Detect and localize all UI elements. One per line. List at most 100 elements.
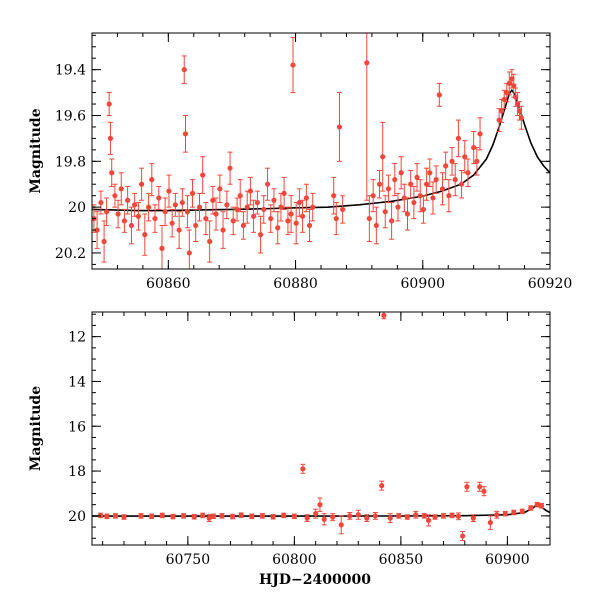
bottom-data-point: [379, 480, 385, 491]
bottom-data-point: [138, 513, 144, 519]
bottom-data-point: [464, 481, 470, 492]
top-data-point: [423, 167, 430, 201]
bottom-data-point: [487, 515, 493, 530]
top-data-point: [237, 179, 243, 213]
bottom-data-point: [321, 513, 327, 526]
top-data-point: [121, 208, 128, 233]
top-data-point: [196, 192, 203, 222]
top-data-point: [169, 208, 175, 238]
bottom-data-point: [538, 503, 545, 509]
top-data-point: [340, 195, 346, 224]
top-data-point: [254, 190, 260, 215]
top-data-point: [370, 179, 376, 213]
bottom-x-tick-label: 60850: [379, 552, 424, 568]
top-data-point: [474, 147, 480, 176]
bottom-data-point: [511, 509, 517, 516]
bottom-data-point: [170, 513, 176, 520]
bottom-data-point: [534, 501, 540, 508]
top-data-point: [104, 197, 110, 226]
bottom-data-point: [317, 497, 323, 512]
top-data-point: [333, 202, 339, 236]
bottom-x-tick-label: 60800: [272, 552, 317, 568]
top-data-point: [436, 82, 442, 107]
top-data-point: [240, 211, 246, 240]
top-data-point: [227, 151, 233, 185]
bottom-data-point: [470, 514, 476, 522]
top-data-point: [288, 195, 294, 233]
top-data-point: [159, 224, 165, 269]
top-data-point: [94, 211, 100, 249]
top-data-point: [290, 37, 296, 94]
top-y-tick-label: 19.6: [55, 108, 86, 124]
bottom-data-point: [200, 512, 206, 519]
top-data-point: [452, 163, 458, 197]
bottom-panel-full-light-curve: 60750 60800 60850 60900 12 14 16 18 20 Magnitude H…: [28, 311, 551, 588]
bottom-data-point: [347, 512, 353, 520]
top-data-point: [380, 121, 386, 192]
bottom-y-tick-label: 14: [68, 374, 86, 390]
top-data-point: [162, 197, 168, 226]
top-data-point: [146, 192, 152, 222]
top-data-point: [128, 206, 135, 245]
top-data-point: [449, 147, 455, 176]
bottom-y-axis-label: Magnitude: [28, 386, 44, 471]
top-data-point: [385, 174, 392, 204]
top-data-point: [303, 183, 309, 213]
bottom-y-tick-label: 12: [68, 330, 86, 346]
top-data-point: [268, 204, 274, 233]
top-data-point: [401, 183, 407, 213]
top-data-point: [310, 192, 316, 222]
bottom-data-point: [381, 312, 387, 320]
bottom-data-point: [206, 514, 212, 522]
top-data-point: [186, 229, 192, 269]
top-y-tick-label: 20: [68, 200, 86, 216]
top-data-point: [398, 156, 404, 190]
bottom-data-point: [372, 512, 378, 520]
top-data-point: [200, 156, 206, 194]
top-data-point: [458, 169, 465, 199]
bottom-data-point: [481, 486, 487, 497]
bottom-data-point: [502, 510, 508, 517]
bottom-data-point: [455, 512, 461, 521]
bottom-y-tick-label: 18: [68, 464, 86, 480]
top-data-point: [217, 174, 223, 204]
bottom-data-point: [112, 513, 119, 519]
top-data-point: [125, 186, 131, 215]
top-axes-frame: [91, 32, 551, 270]
bottom-data-point: [191, 514, 197, 520]
top-data-point: [264, 167, 271, 201]
top-data-point: [462, 140, 468, 174]
top-data-point: [207, 220, 213, 263]
bottom-data-point: [396, 513, 402, 519]
top-data-point: [471, 131, 477, 165]
bottom-data-point: [440, 513, 447, 519]
top-data-point: [224, 190, 230, 220]
top-y-tick-label: 19.4: [55, 63, 86, 79]
top-data-point: [139, 167, 145, 201]
top-data-point: [115, 199, 121, 229]
top-data-point: [518, 105, 524, 130]
top-data-point: [156, 186, 162, 210]
bottom-data-point: [404, 514, 410, 520]
bottom-data-point: [281, 512, 287, 519]
top-panel-zoomed-light-curve: 60860 60880 60900 60920 19.4 19.6 19.8 20 20.2 Ma…: [28, 32, 572, 292]
top-data-point: [477, 117, 483, 151]
top-data-point: [152, 204, 158, 233]
top-data-point: [213, 197, 219, 231]
top-data-point: [176, 211, 182, 249]
top-data-point: [182, 114, 189, 153]
top-data-point: [281, 176, 287, 210]
top-data-point: [135, 202, 142, 231]
top-data-point: [411, 186, 417, 220]
bottom-y-tick-label: 20: [68, 509, 86, 525]
bottom-data-point: [528, 505, 534, 511]
bottom-data-point: [313, 508, 319, 519]
top-data-point: [366, 195, 372, 243]
bottom-data-point: [229, 513, 236, 520]
top-data-point: [404, 197, 411, 231]
bottom-data-point: [291, 513, 297, 520]
top-data-point: [184, 195, 191, 229]
bottom-data-point: [519, 508, 525, 515]
top-data-point: [132, 192, 138, 217]
